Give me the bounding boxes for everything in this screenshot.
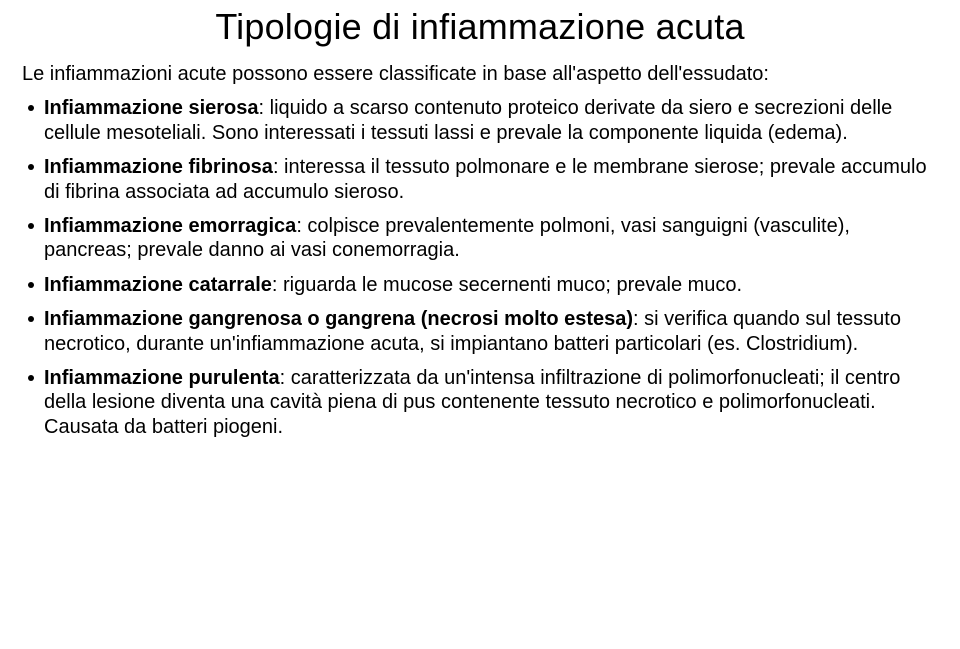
list-item: Infiammazione purulenta: caratterizzata … — [22, 366, 938, 439]
intro-text: Le infiammazioni acute possono essere cl… — [22, 62, 938, 86]
term-text: Infiammazione fibrinosa — [44, 156, 273, 178]
term-text: Infiammazione emorragica — [44, 215, 296, 237]
rest-text: : riguarda le mucose secernenti muco; pr… — [272, 274, 742, 296]
term-text: Infiammazione catarrale — [44, 274, 272, 296]
list-item: Infiammazione catarrale: riguarda le muc… — [22, 273, 938, 297]
list-item: Infiammazione fibrinosa: interessa il te… — [22, 155, 938, 204]
list-item: Infiammazione emorragica: colpisce preva… — [22, 214, 938, 263]
term-text: Infiammazione gangrenosa o gangrena (nec… — [44, 308, 633, 330]
slide-title: Tipologie di infiammazione acuta — [22, 6, 938, 48]
list-item: Infiammazione gangrenosa o gangrena (nec… — [22, 307, 938, 356]
term-text: Infiammazione purulenta — [44, 367, 280, 389]
bullet-list: Infiammazione sierosa: liquido a scarso … — [22, 96, 938, 439]
list-item: Infiammazione sierosa: liquido a scarso … — [22, 96, 938, 145]
slide: Tipologie di infiammazione acuta Le infi… — [0, 0, 960, 649]
term-text: Infiammazione sierosa — [44, 97, 259, 119]
